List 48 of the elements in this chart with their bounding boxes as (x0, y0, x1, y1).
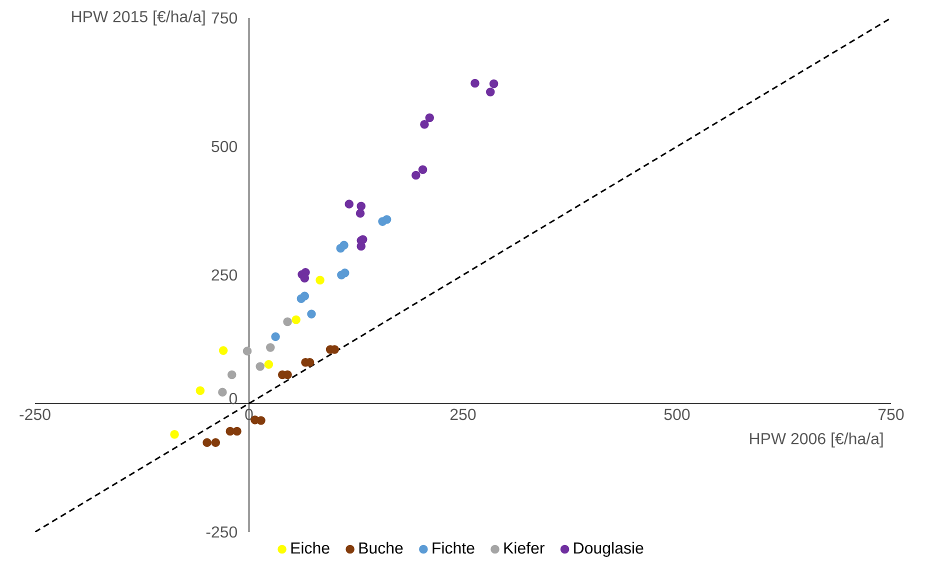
point (356, 208, 365, 218)
point (382, 215, 392, 224)
point (196, 386, 205, 396)
point (218, 346, 228, 355)
point (307, 310, 316, 318)
point (283, 317, 292, 326)
legend-label: Douglasie (574, 542, 644, 557)
y-tick-label: 500 (212, 140, 238, 152)
point (300, 292, 310, 300)
point (218, 388, 227, 397)
y-tick-label: 250 (212, 269, 238, 281)
y-axis-title: HPW 2015 [€/ha/a] (72, 10, 205, 26)
point (227, 370, 236, 380)
point (340, 268, 350, 278)
point (242, 346, 252, 356)
point (489, 79, 498, 88)
legend-label: Buche (359, 542, 403, 554)
point (412, 170, 420, 180)
point (271, 332, 280, 342)
point (425, 113, 434, 122)
x-tick-label: 750 (878, 408, 904, 420)
x-tick-label: 250 (450, 408, 476, 420)
x-tick-label: -250 (20, 408, 50, 420)
point (356, 202, 366, 211)
point (211, 438, 220, 447)
legend-label: Kiefer (504, 542, 545, 554)
point (264, 360, 274, 369)
point (340, 240, 348, 250)
point (292, 315, 300, 324)
point (256, 362, 265, 371)
y-tick-label: -250 (206, 526, 238, 538)
y-tick-label: 0 (229, 392, 238, 404)
point (418, 165, 428, 174)
point (344, 200, 354, 208)
legend-label: Fichte (432, 542, 474, 554)
point (486, 88, 495, 96)
point (470, 78, 480, 88)
x-axis-title: HPW 2006 [€/ha/a] (750, 432, 883, 448)
legend-label: Eiche (291, 542, 330, 554)
x-tick-label: 500 (664, 408, 690, 420)
point (420, 120, 429, 129)
y-tick-label: 750 (212, 12, 238, 24)
point (266, 343, 275, 352)
point (316, 276, 324, 285)
point (202, 438, 212, 447)
point (232, 426, 242, 436)
point (256, 416, 266, 425)
point (170, 430, 179, 439)
